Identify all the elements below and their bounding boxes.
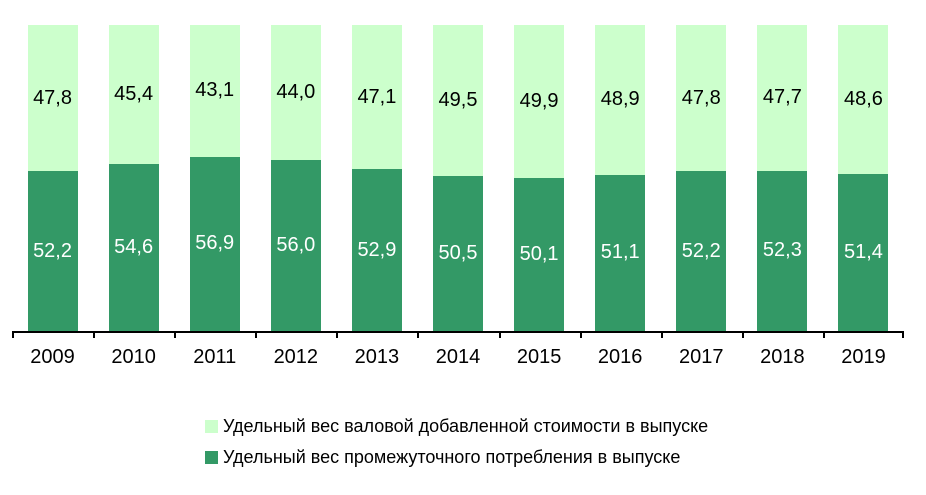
bar-segment-2014-series-0: 49,5 [433,25,483,177]
x-axis-label-2017: 2017 [679,346,724,368]
value-label-2017-series-1: 52,2 [681,239,721,262]
legend: Удельный вес валовой добавленной стоимос… [205,416,708,478]
bar-group-2009: 52,2 47,8 [27,25,78,331]
x-axis-label-2014: 2014 [435,346,481,368]
bar-segment-2011-series-0: 43,1 [189,25,240,157]
x-axis-label-2010: 2010 [111,346,156,368]
x-axis-label-2016: 2016 [597,346,643,368]
value-label-2013-series-0: 47,1 [357,85,397,108]
value-label-2019-series-1: 51,4 [843,240,883,263]
value-label-2011-series-0: 43,1 [195,79,235,102]
bar-segment-2016-series-1: 51,1 [595,174,646,331]
bar-group-2015: 50,1 49,9 [514,25,565,331]
x-axis-tick [902,333,904,338]
value-label-2016-series-1: 51,1 [600,241,640,264]
x-axis-tick [336,333,339,338]
value-label-2014-series-1: 50,5 [438,242,478,265]
bar-segment-2013-series-1: 52,9 [351,169,402,331]
x-axis-tick [498,333,501,338]
legend-swatch-light-green [205,419,218,433]
x-axis-label-2009: 2009 [30,346,75,368]
bar-segment-2010-series-1: 54,6 [108,163,159,331]
bar-segment-2015-series-0: 49,9 [514,25,565,178]
x-axis-tick [741,333,744,338]
x-axis-label-2015: 2015 [516,346,562,368]
bar-segment-2016-series-0: 48,9 [595,25,646,175]
value-label-2018-series-1: 52,3 [762,239,802,262]
x-axis-tick [579,333,582,338]
value-label-2010-series-1: 54,6 [114,235,154,258]
x-axis-label-2013: 2013 [354,346,400,368]
value-label-2009-series-0: 47,8 [33,86,72,109]
bar-segment-2012-series-0: 44,0 [270,25,321,160]
bar-segment-2009-series-0: 47,8 [27,25,78,172]
x-axis-tick [93,333,96,338]
value-label-2015-series-1: 50,1 [519,242,559,265]
bar-group-2013: 52,9 47,1 [351,25,402,331]
bar-group-2011: 56,9 43,1 [189,25,240,331]
x-axis-labels: 2009 2010 2011 2012 2013 2014 2015 2016 2017 2018… [12,346,904,370]
bar-group-2017: 52,2 47,8 [676,25,727,331]
value-label-2018-series-0: 47,7 [762,86,802,109]
bar-segment-2013-series-0: 47,1 [351,25,402,170]
bar-segment-2010-series-0: 45,4 [108,25,159,164]
bar-group-2018: 52,3 47,7 [757,25,808,331]
legend-label-intermediate-consumption: Удельный вес промежуточного потребления … [223,446,681,467]
x-axis-tick [660,333,663,338]
bar-segment-2014-series-1: 50,5 [433,176,483,331]
legend-item-intermediate-consumption: Удельный вес промежуточного потребления … [205,447,708,467]
bar-segment-2012-series-1: 56,0 [270,159,321,331]
value-label-2013-series-1: 52,9 [357,238,397,261]
bar-segment-2018-series-1: 52,3 [757,170,808,331]
value-label-2017-series-0: 47,8 [681,86,721,109]
x-axis-line [12,331,904,333]
value-label-2016-series-0: 48,9 [600,88,640,111]
bar-group-2014: 50,5 49,5 [433,25,483,331]
x-axis-tick [255,333,258,338]
x-axis-tick [822,333,825,338]
legend-swatch-dark-green [205,450,218,464]
bar-segment-2011-series-1: 56,9 [189,156,240,331]
bar-group-2016: 51,1 48,9 [595,25,646,331]
bar-segment-2018-series-0: 47,7 [757,25,808,171]
x-axis-label-2019: 2019 [841,346,886,368]
bar-segment-2015-series-1: 50,1 [514,177,565,331]
x-axis-label-2012: 2012 [273,346,319,368]
value-label-2011-series-1: 56,9 [195,232,235,255]
value-label-2019-series-0: 48,6 [843,87,883,110]
bar-segment-2019-series-1: 51,4 [838,173,889,331]
value-label-2012-series-0: 44,0 [276,80,316,103]
x-axis-tick [12,333,14,338]
x-axis-tick [417,333,420,338]
legend-item-gross-value-added: Удельный вес валовой добавленной стоимос… [205,416,708,436]
value-label-2012-series-1: 56,0 [276,233,316,256]
x-axis-label-2018: 2018 [760,346,805,368]
value-label-2015-series-0: 49,9 [519,89,559,112]
bar-group-2012: 56,0 44,0 [270,25,321,331]
bar-segment-2009-series-1: 52,2 [27,171,78,331]
bar-group-2010: 54,6 45,4 [108,25,159,331]
plot-area: 52,2 47,8 54,6 45,4 56,9 43,1 56,0 44,0 52,9 47,1… [12,25,904,338]
x-axis-tick [174,333,177,338]
value-label-2014-series-0: 49,5 [438,89,478,112]
bar-segment-2019-series-0: 48,6 [838,25,889,174]
value-label-2010-series-0: 45,4 [114,82,154,105]
value-label-2009-series-1: 52,2 [33,239,72,262]
bar-segment-2017-series-0: 47,8 [676,25,727,172]
x-axis-label-2011: 2011 [193,346,237,368]
bar-segment-2017-series-1: 52,2 [676,171,727,331]
legend-label-gross-value-added: Удельный вес валовой добавленной стоимос… [223,415,709,436]
bar-group-2019: 51,4 48,6 [838,25,889,331]
